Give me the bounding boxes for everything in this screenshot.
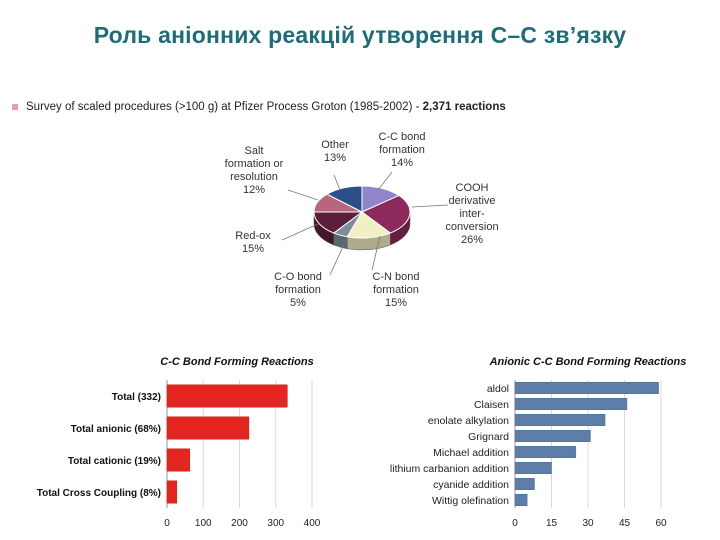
pie-label: C-C bond formation 14% <box>378 131 425 169</box>
pie-label: C-O bond formation 5% <box>274 271 322 309</box>
pie-label-line: Red-ox <box>235 230 271 242</box>
pie-label-line: conversion <box>445 221 498 233</box>
pie-label: Red-ox 15% <box>235 230 271 255</box>
pie-label: C-N bond formation 15% <box>372 271 419 309</box>
pie-leader-line <box>281 223 319 241</box>
category-label: Total Cross Coupling (8%) <box>37 488 161 499</box>
pie-leader-line <box>371 235 381 271</box>
pie-label-line: C-O bond <box>274 271 322 283</box>
chart-title: Anionic C-C Bond Forming Reactions <box>489 356 687 368</box>
pie-label-line: formation <box>373 284 419 296</box>
pie-label: Salt formation or resolution 12% <box>225 145 284 196</box>
bar <box>514 493 528 507</box>
bar <box>514 461 552 475</box>
pie-label-line: formation <box>275 284 321 296</box>
bar <box>514 397 628 411</box>
pie-label-line: formation <box>379 144 425 156</box>
x-tick-label: 60 <box>655 518 667 529</box>
category-label: Total anionic (68%) <box>71 424 161 435</box>
bar <box>514 477 535 491</box>
slide-title: Роль аніонних реакцій утворення С–С зв’я… <box>93 22 627 48</box>
bullet-icon <box>12 103 18 110</box>
pie-label-line: Salt <box>245 145 264 157</box>
pie-label-line: 15% <box>242 243 264 255</box>
bar <box>514 381 659 395</box>
x-tick-label: 0 <box>512 518 518 529</box>
pie-leader-line <box>377 171 393 191</box>
bar <box>514 429 591 443</box>
pie-label-line: 15% <box>385 297 407 309</box>
category-label: Claisen <box>474 399 509 411</box>
pie-label: COOH derivative inter-conversion 26% <box>445 182 498 246</box>
pie-leader-line <box>333 174 341 191</box>
pie-label-line: C-N bond <box>372 271 419 283</box>
pie-label-line: 14% <box>391 157 413 169</box>
pie-label-line: Other <box>321 139 349 151</box>
pie-label-line: C-C bond <box>378 131 425 143</box>
bar <box>166 448 191 472</box>
pie-label-line: resolution <box>230 171 278 183</box>
pie-label-line: inter- <box>459 208 484 220</box>
x-tick-label: 400 <box>304 518 321 529</box>
category-label: enolate alkylation <box>428 415 509 427</box>
pie-label-line: 13% <box>324 152 346 164</box>
bar <box>166 384 288 408</box>
bar <box>166 416 250 440</box>
pie-label-line: 12% <box>243 184 265 196</box>
category-label: aldol <box>487 383 509 395</box>
category-label: lithium carbanion addition <box>390 463 509 475</box>
survey-text: Survey of scaled procedures (>100 g) at … <box>26 101 423 113</box>
survey-note: Survey of scaled procedures (>100 g) at … <box>12 101 506 113</box>
pie-slice <box>361 194 411 234</box>
bar <box>514 445 577 459</box>
bar <box>514 413 606 427</box>
chart-title: C-C Bond Forming Reactions <box>160 356 313 368</box>
pie-label-line: formation or <box>225 158 284 170</box>
x-tick-label: 30 <box>582 518 594 529</box>
x-tick-label: 100 <box>195 518 212 529</box>
x-tick-label: 300 <box>267 518 284 529</box>
x-tick-label: 15 <box>546 518 558 529</box>
bar <box>166 480 178 504</box>
pie-leader-line <box>287 189 319 201</box>
x-tick-label: 0 <box>164 518 170 529</box>
category-label: Grignard <box>468 431 509 443</box>
category-label: Wittig olefination <box>432 495 509 507</box>
pie-label-line: 5% <box>290 297 306 309</box>
category-label: Total cationic (19%) <box>68 456 161 467</box>
pie-label-line: derivative <box>448 195 495 207</box>
survey-total: 2,371 reactions <box>422 101 506 113</box>
x-tick-label: 45 <box>619 518 631 529</box>
x-tick-label: 200 <box>231 518 248 529</box>
category-label: cyanide addition <box>433 479 509 491</box>
pie-label-line: 26% <box>461 234 483 246</box>
pie-label: Other 13% <box>321 139 349 164</box>
pie-leader-line <box>411 204 449 208</box>
pie-slice <box>325 185 363 213</box>
pie-leader-line <box>329 239 347 276</box>
pie-label-line: COOH <box>456 182 489 194</box>
category-label: Total (332) <box>112 392 161 403</box>
category-label: Michael addition <box>433 447 509 459</box>
